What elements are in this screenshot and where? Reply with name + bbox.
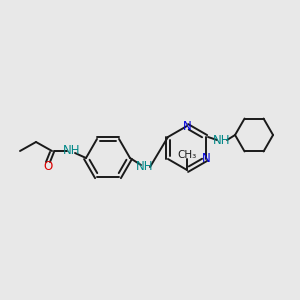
Text: O: O (44, 160, 52, 172)
Text: NH: NH (63, 145, 81, 158)
Text: CH₃: CH₃ (177, 150, 196, 160)
Text: N: N (183, 121, 191, 134)
Text: N: N (202, 152, 210, 164)
Text: NH: NH (136, 160, 154, 173)
Text: NH: NH (213, 134, 231, 146)
